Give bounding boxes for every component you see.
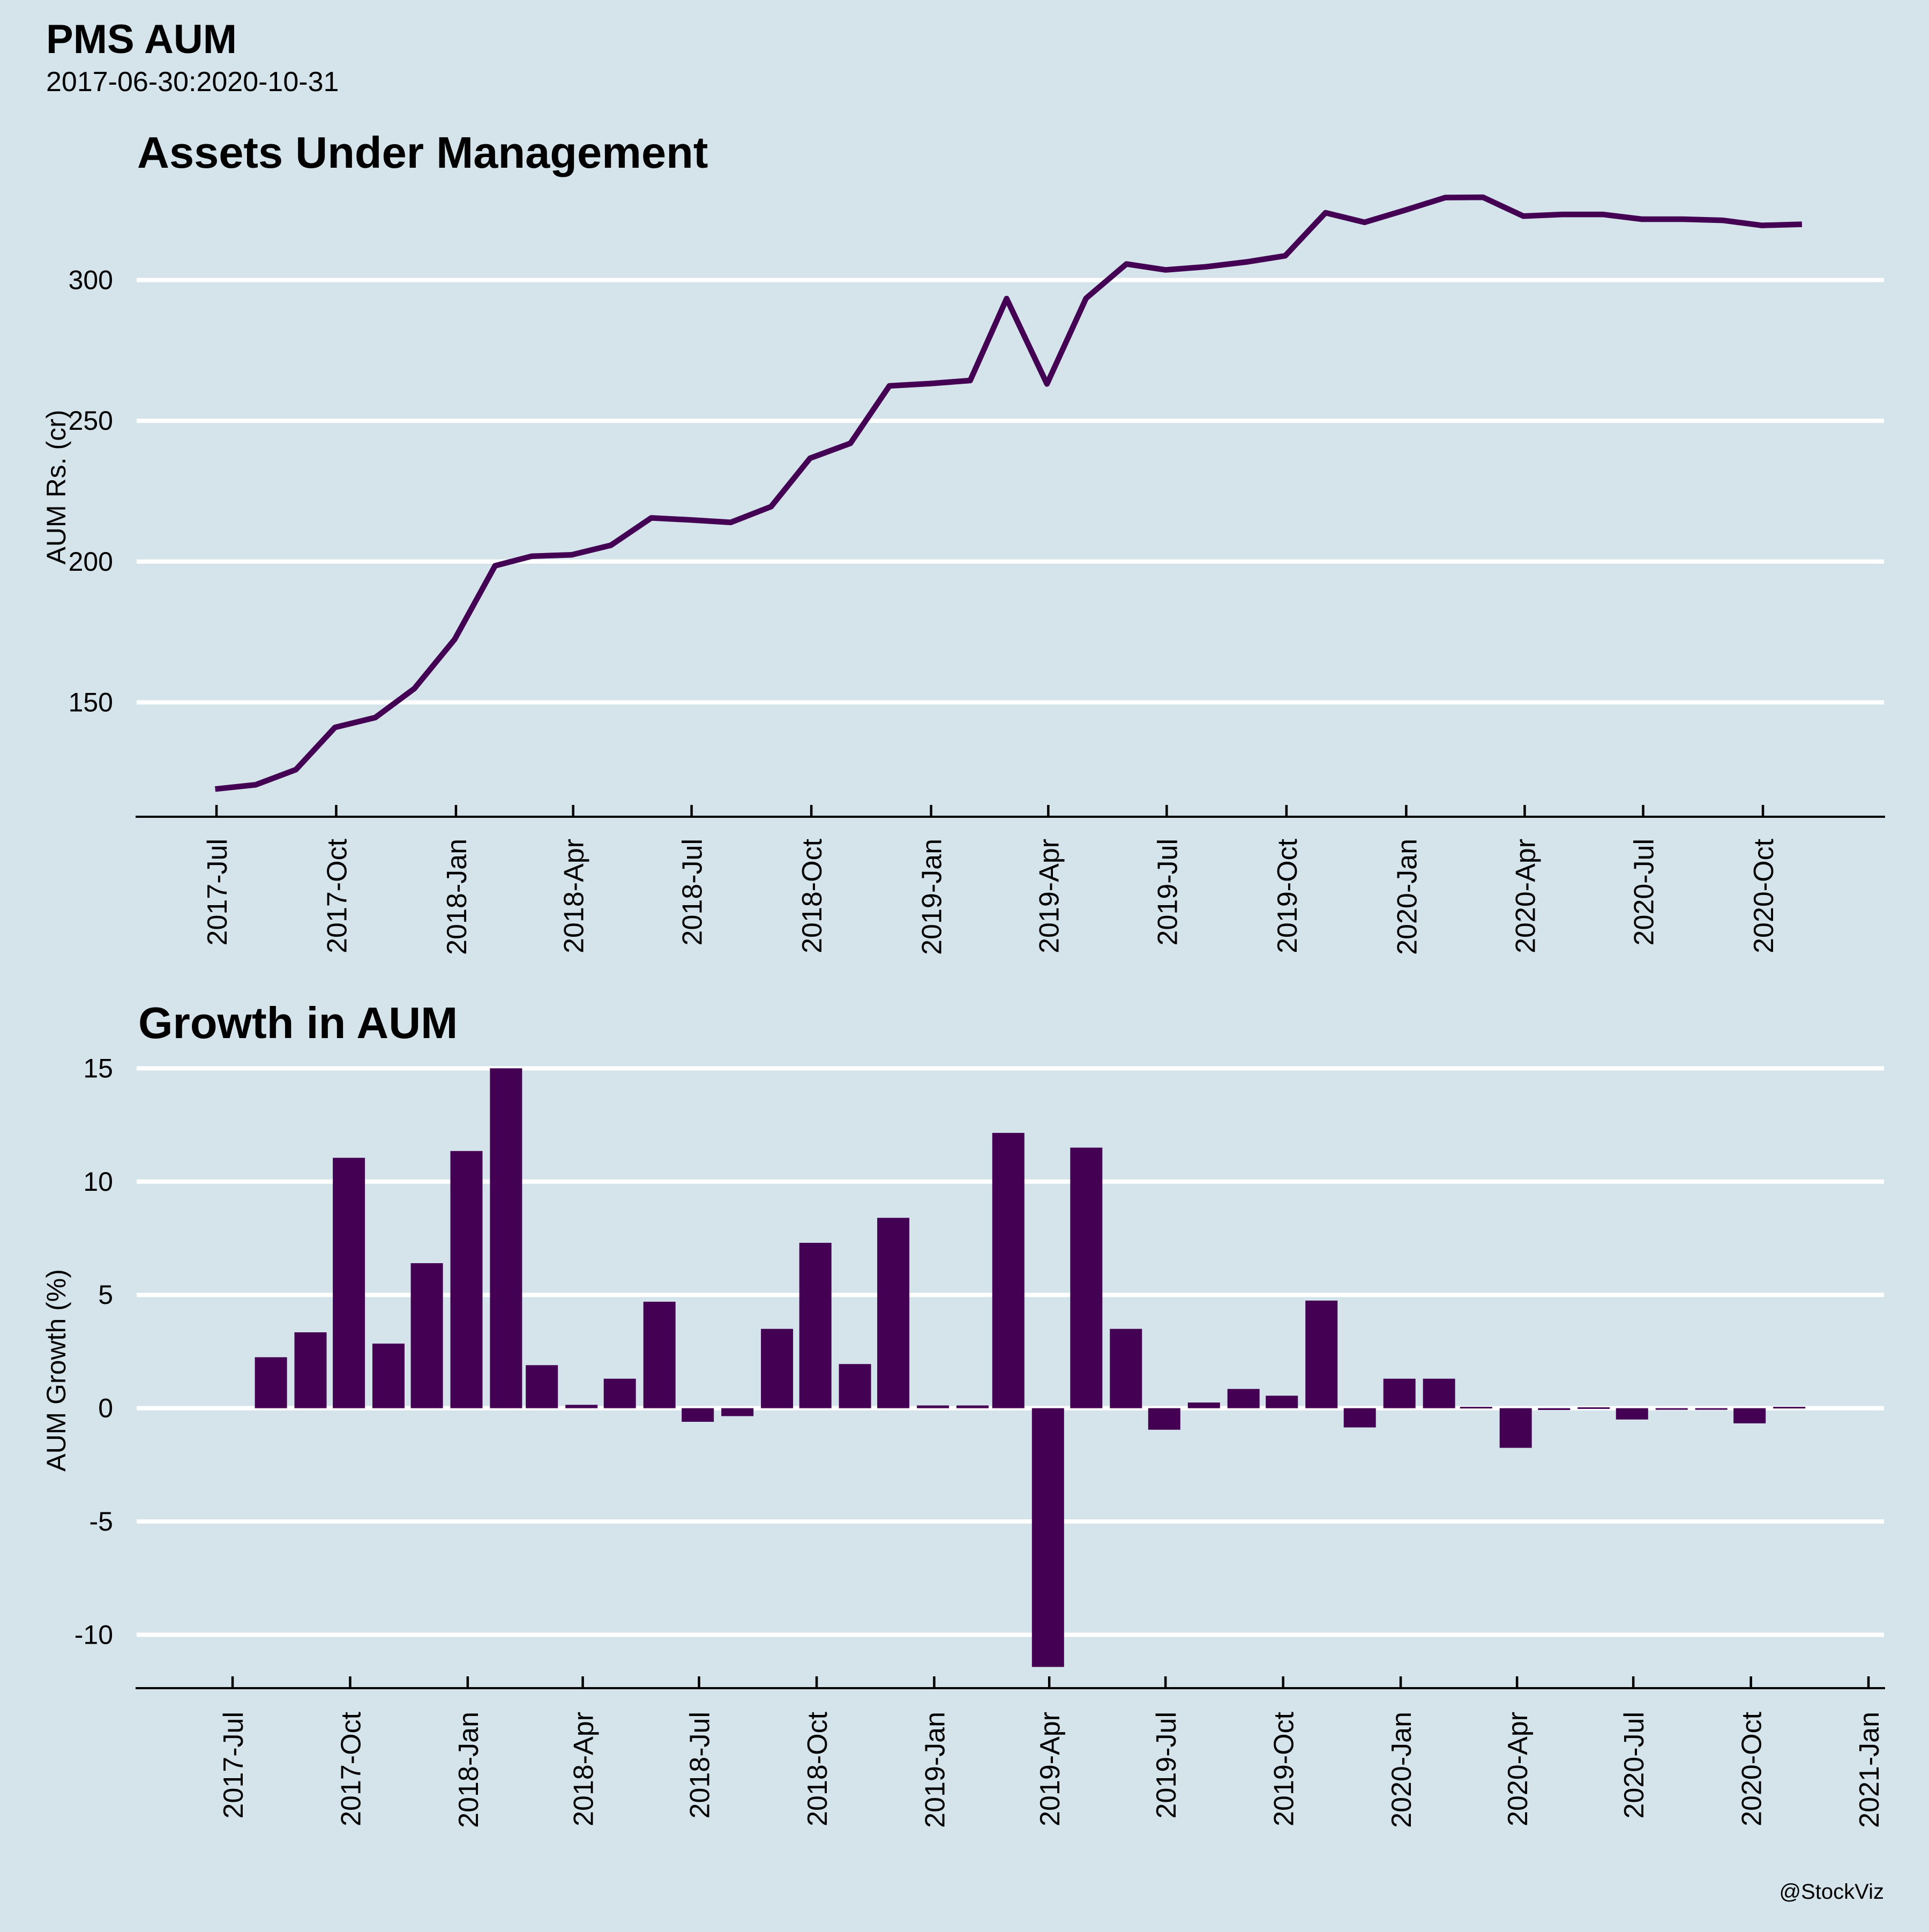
- svg-text:PMS AUM: PMS AUM: [46, 17, 237, 62]
- svg-text:2019-Oct: 2019-Oct: [1272, 838, 1303, 953]
- svg-text:2017-Oct: 2017-Oct: [322, 838, 353, 953]
- svg-text:2018-Jul: 2018-Jul: [677, 839, 708, 945]
- svg-text:2018-Apr: 2018-Apr: [559, 839, 590, 953]
- svg-text:2017-Jul: 2017-Jul: [202, 839, 233, 945]
- svg-text:Growth in AUM: Growth in AUM: [138, 998, 458, 1048]
- svg-text:2018-Jan: 2018-Jan: [442, 839, 473, 955]
- svg-text:2019-Oct: 2019-Oct: [1269, 1711, 1300, 1826]
- svg-text:2019-Apr: 2019-Apr: [1035, 1712, 1066, 1826]
- svg-text:2021-Jan: 2021-Jan: [1854, 1712, 1885, 1828]
- svg-text:10: 10: [83, 1167, 113, 1197]
- svg-text:2020-Jul: 2020-Jul: [1629, 839, 1660, 945]
- svg-text:2019-Jan: 2019-Jan: [920, 1712, 951, 1828]
- svg-text:AUM Rs. (cr): AUM Rs. (cr): [41, 410, 71, 565]
- svg-text:@StockViz: @StockViz: [1780, 1880, 1885, 1904]
- svg-text:0: 0: [98, 1393, 113, 1423]
- svg-text:2017-Jul: 2017-Jul: [218, 1712, 249, 1818]
- svg-text:2019-Jan: 2019-Jan: [917, 839, 948, 955]
- svg-text:2018-Apr: 2018-Apr: [569, 1712, 600, 1826]
- svg-text:250: 250: [69, 406, 113, 436]
- svg-text:2018-Jan: 2018-Jan: [453, 1712, 484, 1828]
- svg-text:2018-Jul: 2018-Jul: [685, 1712, 716, 1818]
- svg-text:2019-Jul: 2019-Jul: [1152, 839, 1183, 945]
- svg-text:-5: -5: [89, 1506, 113, 1536]
- svg-text:AUM Growth (%): AUM Growth (%): [41, 1269, 71, 1472]
- svg-text:2018-Oct: 2018-Oct: [797, 838, 828, 953]
- svg-text:2020-Apr: 2020-Apr: [1502, 1712, 1534, 1826]
- svg-text:2017-Oct: 2017-Oct: [335, 1711, 367, 1826]
- svg-text:2020-Jan: 2020-Jan: [1386, 1712, 1417, 1828]
- svg-text:5: 5: [98, 1280, 113, 1310]
- svg-text:150: 150: [69, 688, 113, 718]
- svg-text:2020-Jan: 2020-Jan: [1392, 839, 1423, 955]
- svg-text:2020-Apr: 2020-Apr: [1510, 839, 1541, 953]
- svg-text:-10: -10: [74, 1620, 113, 1650]
- svg-text:2018-Oct: 2018-Oct: [802, 1711, 833, 1826]
- svg-text:2020-Oct: 2020-Oct: [1737, 1711, 1768, 1826]
- svg-text:2017-06-30:2020-10-31: 2017-06-30:2020-10-31: [46, 66, 339, 98]
- svg-text:2020-Oct: 2020-Oct: [1748, 838, 1780, 953]
- svg-text:2019-Jul: 2019-Jul: [1151, 1712, 1182, 1818]
- svg-text:15: 15: [83, 1053, 113, 1083]
- svg-text:200: 200: [69, 547, 113, 577]
- svg-text:300: 300: [69, 265, 113, 295]
- svg-text:Assets Under Management: Assets Under Management: [137, 128, 708, 177]
- svg-text:2019-Apr: 2019-Apr: [1034, 839, 1065, 953]
- svg-text:2020-Jul: 2020-Jul: [1619, 1712, 1650, 1818]
